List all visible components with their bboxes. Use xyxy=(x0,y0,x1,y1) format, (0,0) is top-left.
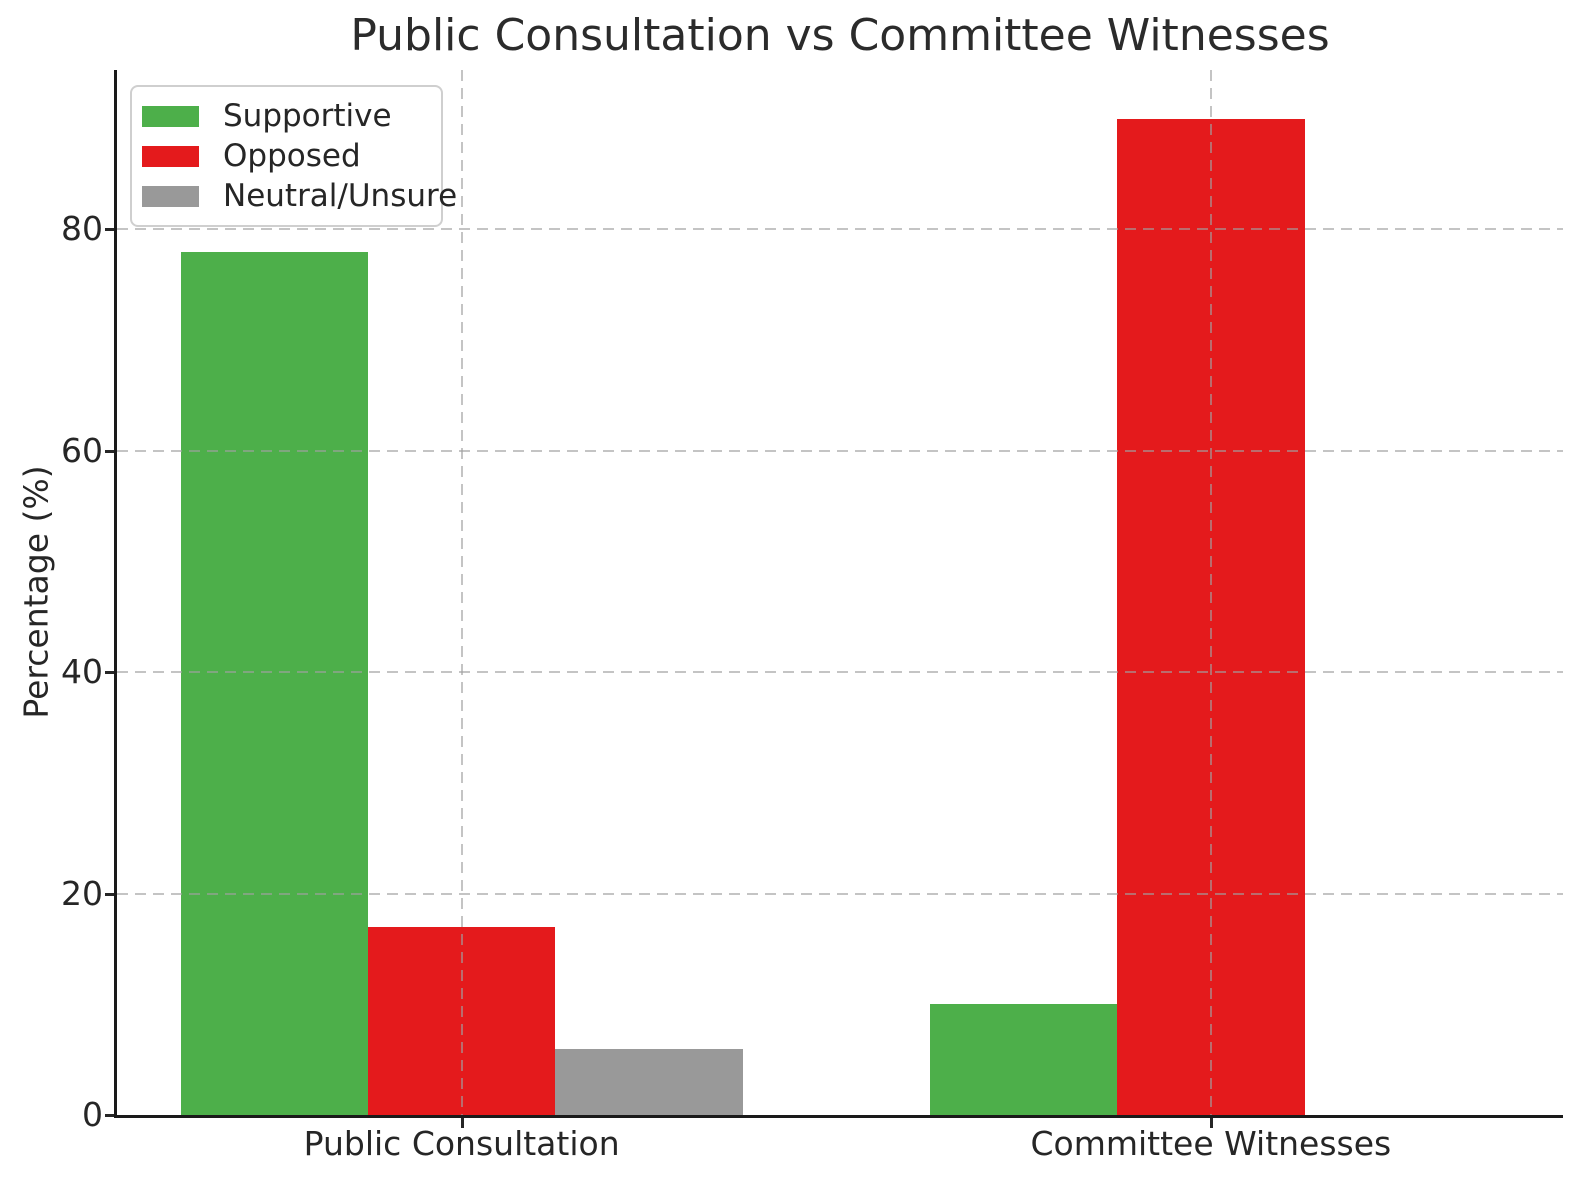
gridline-x-public-consultation xyxy=(460,70,463,1115)
gridline-x-committee-witnesses xyxy=(1209,70,1212,1115)
y-tick-mark-40 xyxy=(105,671,114,675)
x-tick-label-committee-witnesses: Committee Witnesses xyxy=(1030,1124,1392,1163)
y-axis-spine xyxy=(114,70,117,1118)
y-tick-label-20: 20 xyxy=(61,873,103,913)
legend-label-neutral-unsure: Neutral/Unsure xyxy=(223,178,458,214)
x-axis-spine xyxy=(114,1115,1563,1118)
gridline-y-40 xyxy=(117,671,1563,674)
y-tick-label-60: 60 xyxy=(61,430,103,470)
gridline-y-60 xyxy=(117,449,1563,452)
bar-public-consultation-neutral-unsure xyxy=(555,1048,743,1115)
x-tick-label-public-consultation: Public Consultation xyxy=(303,1124,620,1163)
y-tick-mark-60 xyxy=(105,449,114,453)
y-tick-label-40: 40 xyxy=(61,652,103,692)
legend-label-opposed: Opposed xyxy=(223,138,361,174)
legend-label-supportive: Supportive xyxy=(223,98,392,134)
legend-item-opposed: Opposed xyxy=(142,136,427,176)
y-tick-mark-20 xyxy=(105,892,114,896)
legend-swatch-opposed-icon xyxy=(142,145,199,167)
legend-item-supportive: Supportive xyxy=(142,96,427,136)
legend: Supportive Opposed Neutral/Unsure xyxy=(130,85,457,227)
y-tick-mark-0 xyxy=(105,1114,114,1117)
x-tick-mark-public-consultation xyxy=(460,1118,464,1128)
legend-item-neutral-unsure: Neutral/Unsure xyxy=(142,176,457,216)
y-tick-label-0: 0 xyxy=(82,1095,103,1134)
gridline-y-20 xyxy=(117,892,1563,895)
legend-swatch-neutral-unsure-icon xyxy=(142,185,199,207)
plot-area: Supportive Opposed Neutral/Unsure xyxy=(117,70,1563,1115)
y-tick-label-80: 80 xyxy=(61,209,103,249)
bar-committee-witnesses-supportive xyxy=(929,1004,1118,1115)
y-tick-mark-80 xyxy=(105,228,114,232)
gridline-y-80 xyxy=(117,228,1563,231)
bar-public-consultation-supportive xyxy=(180,251,368,1115)
x-tick-mark-committee-witnesses xyxy=(1209,1118,1213,1128)
chart-title: Public Consultation vs Committee Witness… xyxy=(350,10,1330,61)
legend-swatch-supportive-icon xyxy=(142,105,199,127)
